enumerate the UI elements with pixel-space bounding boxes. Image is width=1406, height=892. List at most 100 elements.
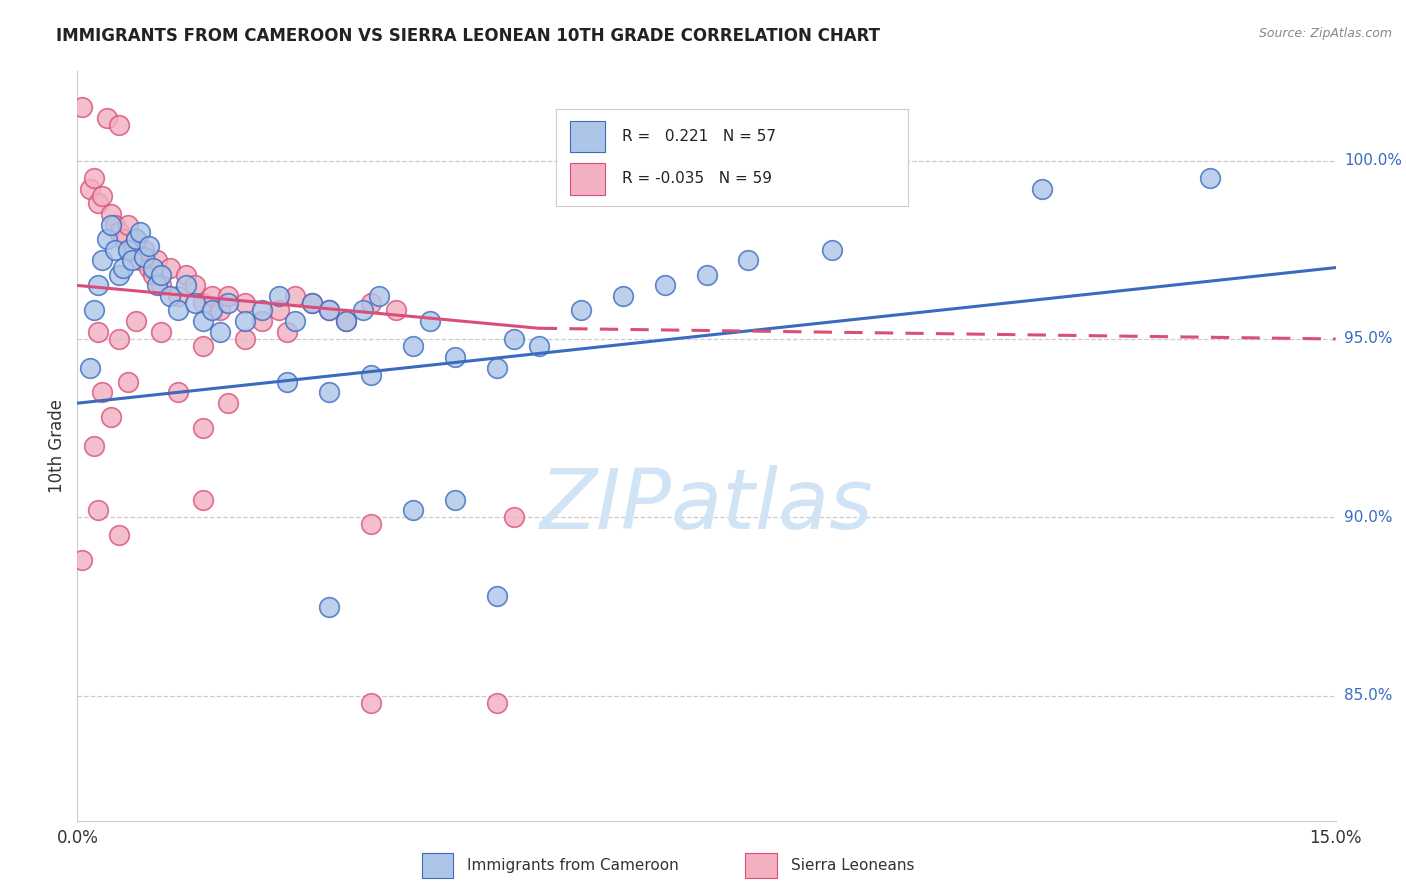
Point — [318, 303, 340, 318]
Point — [121, 253, 143, 268]
Point — [284, 289, 307, 303]
Point — [83, 303, 105, 318]
Text: IMMIGRANTS FROM CAMEROON VS SIERRA LEONEAN 10TH GRADE CORRELATION CHART: IMMIGRANTS FROM CAMEROON VS SIERRA LEONE… — [56, 27, 880, 45]
Point — [385, 303, 408, 318]
Point — [1031, 182, 1053, 196]
Point — [360, 296, 382, 310]
Point — [91, 385, 114, 400]
Point — [108, 528, 131, 542]
Point — [276, 375, 298, 389]
Point — [146, 253, 169, 268]
Point — [146, 278, 169, 293]
Point — [104, 243, 127, 257]
Point — [1198, 171, 1220, 186]
Point — [96, 111, 118, 125]
Point — [112, 260, 135, 275]
Point — [138, 260, 160, 275]
Point — [96, 232, 118, 246]
Point — [142, 268, 165, 282]
Point — [91, 189, 114, 203]
Point — [167, 385, 190, 400]
Point — [502, 510, 524, 524]
Point — [200, 289, 222, 303]
Point — [233, 314, 256, 328]
Point — [612, 289, 634, 303]
Point — [233, 332, 256, 346]
Point — [217, 296, 239, 310]
Point — [527, 339, 550, 353]
Text: Source: ZipAtlas.com: Source: ZipAtlas.com — [1258, 27, 1392, 40]
Point — [100, 207, 122, 221]
Point — [108, 268, 131, 282]
Point — [138, 239, 160, 253]
Point — [191, 339, 215, 353]
Point — [150, 268, 173, 282]
Point — [125, 314, 148, 328]
Point — [108, 118, 131, 132]
Point — [100, 218, 122, 232]
Point — [87, 503, 110, 517]
Point — [117, 243, 139, 257]
Point — [200, 303, 222, 318]
Point — [87, 278, 110, 293]
Point — [167, 289, 190, 303]
Point — [91, 253, 114, 268]
Point — [360, 368, 382, 382]
Point — [318, 303, 340, 318]
Point — [267, 303, 290, 318]
Text: ZIPatlas: ZIPatlas — [540, 466, 873, 547]
Point — [159, 289, 181, 303]
Point — [696, 268, 718, 282]
Text: R =   0.221   N = 57: R = 0.221 N = 57 — [623, 128, 776, 144]
Point — [191, 421, 215, 435]
FancyBboxPatch shape — [569, 120, 605, 152]
Point — [121, 243, 143, 257]
Point — [134, 243, 156, 257]
Point — [318, 599, 340, 614]
Text: 85.0%: 85.0% — [1344, 689, 1392, 703]
Point — [402, 339, 425, 353]
Text: Sierra Leoneans: Sierra Leoneans — [790, 858, 914, 872]
Point — [654, 278, 676, 293]
FancyBboxPatch shape — [569, 163, 605, 194]
Point — [83, 439, 105, 453]
Point — [184, 278, 207, 293]
Point — [70, 100, 93, 114]
Point — [250, 314, 273, 328]
Point — [100, 410, 122, 425]
Point — [79, 182, 101, 196]
Point — [191, 314, 215, 328]
Point — [125, 232, 148, 246]
Point — [402, 503, 425, 517]
FancyBboxPatch shape — [745, 853, 778, 878]
Point — [419, 314, 441, 328]
Point — [301, 296, 323, 310]
Text: 90.0%: 90.0% — [1344, 510, 1392, 524]
Point — [134, 250, 156, 264]
Point — [167, 303, 190, 318]
Point — [569, 303, 592, 318]
Point — [821, 243, 844, 257]
Point — [129, 253, 152, 268]
Point — [104, 218, 127, 232]
Y-axis label: 10th Grade: 10th Grade — [48, 399, 66, 493]
Text: 95.0%: 95.0% — [1344, 332, 1392, 346]
Point — [217, 396, 239, 410]
Point — [208, 325, 231, 339]
Point — [485, 696, 508, 710]
Point — [217, 289, 239, 303]
Point — [284, 314, 307, 328]
Point — [485, 360, 508, 375]
Point — [208, 303, 231, 318]
FancyBboxPatch shape — [422, 853, 453, 878]
Text: 100.0%: 100.0% — [1344, 153, 1402, 168]
Point — [117, 218, 139, 232]
Point — [150, 325, 173, 339]
Point — [250, 303, 273, 318]
Point — [125, 232, 148, 246]
Point — [335, 314, 357, 328]
Point — [233, 296, 256, 310]
Point — [267, 289, 290, 303]
Point — [87, 196, 110, 211]
Point — [83, 171, 105, 186]
